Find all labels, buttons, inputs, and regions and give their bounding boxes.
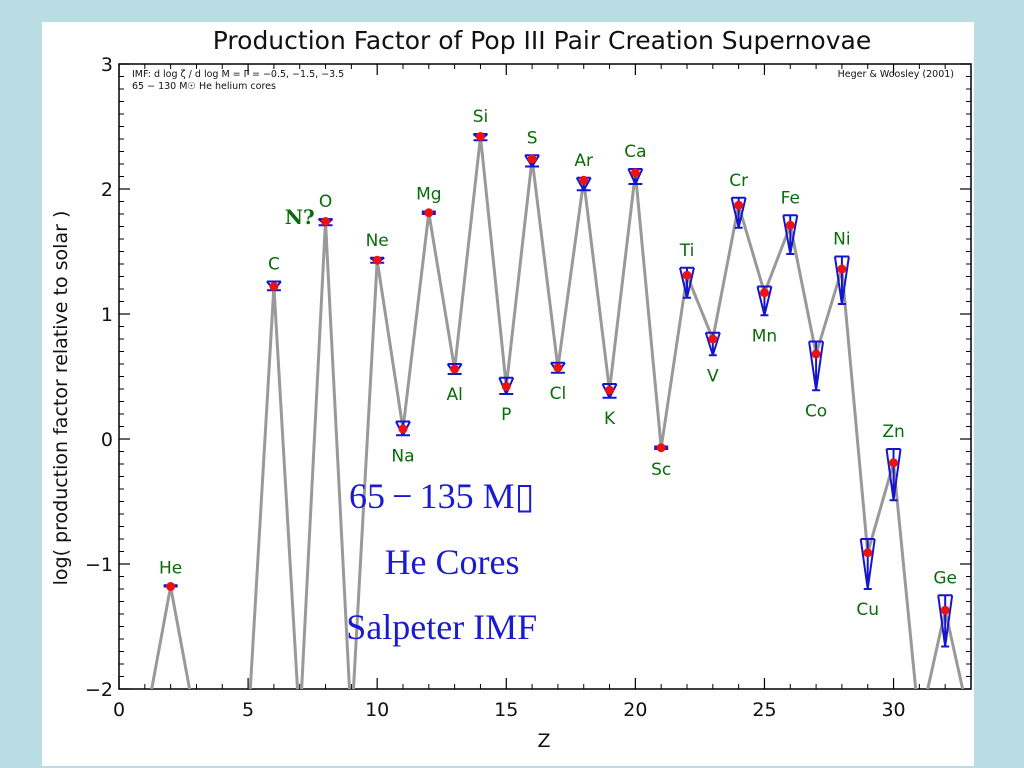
marker-al [450,364,460,374]
element-label-v: V [707,366,719,386]
y-tick-label: 2 [101,179,113,201]
data-markers [166,132,950,615]
x-tick-label: 20 [623,699,647,721]
marker-v [708,334,718,344]
annotation-0: N? [285,205,315,229]
marker-ge [940,605,950,615]
element-label-s: S [527,128,538,148]
marker-si [475,132,485,141]
marker-ni [837,264,847,274]
element-label-p: P [501,405,511,425]
element-label-k: K [604,409,616,429]
element-label-ni: Ni [833,230,850,250]
error-bar-v [704,331,721,357]
marker-mn [759,288,769,298]
element-label-cu: Cu [856,600,879,620]
marker-k [605,385,615,395]
element-label-ti: Ti [679,241,695,261]
slide-panel: Production Factor of Pop III Pair Creati… [42,22,974,766]
element-label-fe: Fe [781,188,800,208]
mass-note: 65 − 130 M☉ He helium cores [132,81,276,92]
marker-ti [682,270,692,280]
element-label-cr: Cr [729,171,748,191]
element-label-mg: Mg [416,185,441,205]
y-axis-label: log( production factor relative to solar… [50,211,72,586]
element-label-ca: Ca [624,142,646,162]
imf-note: IMF: d log ζ / d log M = Γ = −0.5, −1.5,… [132,69,344,80]
element-label-zn: Zn [882,422,904,442]
marker-p [501,382,511,391]
chart: Production Factor of Pop III Pair Creati… [50,26,972,752]
annotation-1: 65 − 135 M▯ [349,476,535,516]
element-label-al: Al [446,385,462,405]
x-tick-label: 0 [113,699,125,721]
marker-cu [863,548,873,558]
y-tick-label: 0 [101,429,113,451]
series-line [150,136,965,689]
error-bar-mn [756,285,773,317]
credit-note: Heger & Woosley (2001) [838,69,954,80]
marker-s [527,154,537,164]
element-label-mn: Mn [752,326,777,346]
element-label-he: He [159,558,182,578]
marker-o [321,217,331,226]
x-tick-label: 10 [365,699,389,721]
error-bar-cu [859,538,876,590]
abundance-series-line [150,136,965,689]
axis-ticks: 0 5 10 15 20 25 30 −2 −1 0 1 2 3 [85,54,972,721]
marker-zn [889,458,899,468]
marker-c [269,282,279,291]
marker-ne [372,255,382,265]
error-bar-ti [679,266,695,299]
annotations: N? 65 − 135 M▯ He Cores Salpeter IMF [285,205,537,647]
error-bar-co [808,340,825,392]
error-bar-zn [885,448,902,502]
marker-mg [424,208,434,218]
y-tick-label: 3 [101,54,113,76]
marker-cr [734,200,744,210]
x-axis-label: Z [537,730,550,752]
error-bar-fe [782,214,799,255]
element-label-na: Na [391,446,414,466]
annotation-3: Salpeter IMF [346,607,537,647]
y-tick-label: 1 [101,304,113,326]
error-bar-ni [833,255,850,305]
error-bar-cr [730,196,747,229]
marker-ar [579,175,589,185]
plot-frame [118,63,972,690]
element-label-c: C [268,255,280,275]
x-tick-label: 30 [881,699,905,721]
element-label-co: Co [805,401,827,421]
marker-na [398,424,408,434]
error-bar-ge [937,594,954,648]
x-tick-label: 15 [494,699,518,721]
marker-sc [656,443,666,453]
marker-he [166,582,176,591]
chart-title: Production Factor of Pop III Pair Creati… [213,26,871,55]
element-label-si: Si [473,107,489,127]
x-tick-label: 5 [242,699,254,721]
y-tick-label: −2 [85,679,113,701]
element-label-ne: Ne [366,231,389,251]
element-label-ar: Ar [574,151,593,171]
marker-fe [785,220,795,230]
x-tick-label: 25 [752,699,776,721]
element-label-o: O [319,192,332,212]
element-label-sc: Sc [651,460,671,480]
annotation-2: He Cores [385,542,520,582]
marker-cl [553,363,563,373]
y-tick-label: −1 [85,554,113,576]
element-labels: He C O Ne Na Mg Al Si P S Cl Ar K Ca Sc Ti V Cr Mn Fe Co Ni Cu… [159,107,957,620]
marker-co [811,349,821,359]
element-label-ge: Ge [933,568,957,588]
marker-ca [630,168,640,178]
element-label-cl: Cl [550,384,567,404]
